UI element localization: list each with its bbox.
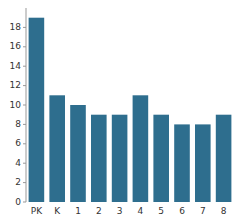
x-ticks: PK K 1 2 3 4 5 6 7 8 xyxy=(31,206,227,216)
y-tick-label: 6 xyxy=(15,138,21,148)
x-tick-label: K xyxy=(54,206,61,216)
x-tick-label: 1 xyxy=(75,206,81,216)
x-tick-label: 6 xyxy=(179,206,185,216)
x-tick-label: 4 xyxy=(138,206,144,216)
y-tick xyxy=(23,124,26,125)
y-tick xyxy=(23,163,26,164)
y-tick-label: 4 xyxy=(15,158,21,168)
bar xyxy=(112,115,128,202)
bar xyxy=(174,124,190,202)
bar xyxy=(49,95,65,202)
chart: 024681012141618PKK12345678 xyxy=(0,0,240,220)
x-tick-label: 7 xyxy=(200,206,206,216)
y-tick xyxy=(23,202,26,203)
y-tick-label: 8 xyxy=(15,119,21,129)
y-tick-label: 10 xyxy=(10,100,22,110)
bar xyxy=(195,124,211,202)
y-tick-label: 0 xyxy=(15,197,21,207)
x-tick-label: 8 xyxy=(221,206,227,216)
bar xyxy=(29,18,45,202)
bar xyxy=(133,95,149,202)
y-tick-label: 16 xyxy=(10,41,22,51)
y-tick xyxy=(23,46,26,47)
y-tick-label: 14 xyxy=(10,61,22,71)
x-tick-label: 5 xyxy=(158,206,164,216)
y-tick xyxy=(23,143,26,144)
bar xyxy=(70,105,86,202)
bar xyxy=(91,115,107,202)
chart-container: 024681012141618PKK12345678 xyxy=(0,0,240,220)
y-ticks: 0 2 4 6 8 10 12 14 16 18 xyxy=(10,22,26,207)
x-tick-label: PK xyxy=(31,206,43,216)
bar xyxy=(153,115,169,202)
x-tick-label: 2 xyxy=(96,206,102,216)
y-tick xyxy=(23,85,26,86)
x-tick-label: 3 xyxy=(117,206,123,216)
y-tick-label: 2 xyxy=(15,177,21,187)
bars xyxy=(29,18,232,202)
y-tick-label: 12 xyxy=(10,80,21,90)
y-tick xyxy=(23,105,26,106)
bar xyxy=(216,115,232,202)
y-tick xyxy=(23,182,26,183)
y-tick xyxy=(23,27,26,28)
y-tick-label: 18 xyxy=(10,22,22,32)
y-tick xyxy=(23,66,26,67)
